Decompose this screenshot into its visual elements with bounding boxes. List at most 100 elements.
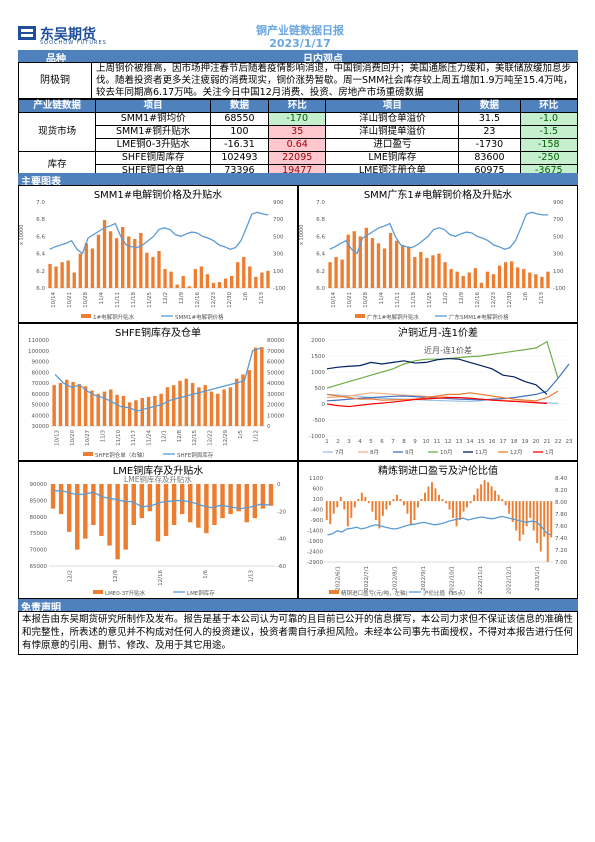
bar [467, 272, 471, 288]
bar [127, 402, 132, 426]
y-right-tick: -100 [273, 286, 286, 292]
x-tick: 10/21 [347, 292, 353, 308]
bar [419, 251, 423, 288]
bar [407, 246, 411, 288]
bar [203, 385, 207, 426]
x-tick: 1/13 [248, 570, 254, 583]
x-tick: 10 [423, 439, 430, 445]
y-left-tick: 6.2 [36, 269, 45, 275]
x-tick: 11/10 [116, 430, 122, 446]
y-left-tick: 7.0 [36, 200, 45, 206]
y-right-tick: -100 [553, 286, 566, 292]
bar [543, 501, 546, 537]
bar [388, 232, 393, 288]
x-tick: 20 [533, 439, 540, 445]
view-text: 上周铜价被推高，因市场押注春节后随着疫情影响消退，中国铜消费回升；美国通胀压力缓… [96, 63, 573, 98]
bar [139, 232, 143, 288]
bar [50, 484, 56, 509]
y-right-tick: -60 [277, 564, 286, 570]
bar [525, 501, 528, 527]
x-tick: 11/4 [99, 292, 105, 305]
bar [497, 265, 502, 288]
bar [364, 496, 367, 502]
bar [329, 501, 332, 525]
bar [77, 384, 82, 426]
bar [140, 398, 144, 426]
view-header-band: 品种 日内观点 [18, 50, 578, 65]
bar [479, 282, 484, 288]
chart2-svg: 7.0 6.8 6.6 6.4 6.2 6.0 900 700 500 300 100 -100 x 1… [299, 200, 566, 321]
bar [364, 227, 369, 288]
legend-label: 9月 [405, 449, 414, 456]
bar [406, 501, 409, 514]
bar [266, 270, 270, 288]
report-title: 铜产业链数据日报 [256, 24, 344, 37]
bar [163, 484, 169, 536]
x-tick: 1/6 [203, 570, 209, 579]
bar [340, 259, 344, 288]
y-left-tick: 80000 [32, 370, 50, 376]
x-tick: 18 [511, 439, 518, 445]
table-header-row: 产业链数据 项目 数据 环比 项目 数据 环比 [17, 99, 579, 113]
logo-en: SOOCHOW FUTURES [40, 40, 107, 46]
bar [399, 499, 402, 502]
bar [459, 501, 462, 520]
bar [178, 380, 182, 426]
table-row: LME铜0-3升贴水 -16.31 0.64 进口盈亏 -1730 -158 [19, 138, 579, 152]
bar [371, 501, 374, 512]
bar [236, 484, 241, 512]
bar [392, 499, 395, 502]
y-left-tick: -2400 [307, 550, 323, 556]
bar [325, 501, 328, 520]
x-tick: 1/13 [259, 292, 265, 305]
bar [254, 276, 258, 288]
bar [445, 501, 447, 504]
bar [532, 501, 535, 531]
y-left-tick: 65000 [30, 564, 48, 570]
y-right-tick: -20 [277, 509, 286, 515]
row-item: LME铜库存 [325, 151, 460, 165]
bar [438, 494, 440, 502]
x-tick: 17 [500, 439, 507, 445]
x-tick: 23 [566, 439, 573, 445]
bar [127, 236, 131, 288]
bar [223, 278, 228, 288]
chart5-svg: 90000 85000 80000 75000 70000 65000 0 -20 -40 -60… [30, 474, 287, 597]
table-row: SMM1#铜升贴水 100 35 洋山铜提单溢价 23 -1.5 [19, 125, 579, 139]
x-tick: 12/2 [443, 292, 449, 304]
x-tick: 2022/9/1 [421, 566, 427, 591]
legend-bar-label: LME0-3T升贴水 [105, 589, 146, 597]
x-tick: 12/15 [192, 430, 198, 446]
bar [242, 257, 246, 288]
x-tick: 1/12 [253, 430, 259, 442]
y-right-tick: 30000 [267, 392, 285, 398]
industry-data-table: 产业链数据 项目 数据 环比 项目 数据 环比 现货市场 SMM1#铜均价 68… [17, 99, 579, 178]
series-line [326, 363, 570, 402]
y-left-tick: 6.0 [316, 286, 325, 292]
bar [172, 385, 176, 426]
y-right-tick: 8.00 [555, 500, 568, 506]
bar [469, 501, 472, 504]
x-tick: 1/6 [523, 292, 529, 301]
bar [131, 484, 136, 525]
y-left-tick: -1400 [307, 529, 323, 535]
bar [485, 271, 490, 288]
bar [90, 248, 95, 288]
bar [480, 484, 483, 502]
bar [473, 494, 476, 502]
bar [78, 253, 82, 288]
bar [123, 484, 128, 550]
bar [434, 488, 437, 502]
y-left-tick: -2900 [307, 560, 323, 566]
bar [90, 390, 94, 426]
y-left-tick: -900 [311, 518, 324, 524]
x-tick: 12/23 [211, 292, 217, 308]
bar [402, 501, 405, 506]
x-tick: 2 [336, 439, 340, 445]
x-tick: 12/29 [223, 430, 229, 446]
bar [147, 484, 153, 512]
y-left-tick: 30000 [32, 424, 50, 430]
y-right-tick: 700 [273, 217, 284, 223]
bar [133, 238, 137, 288]
x-tick: 10/20 [70, 430, 76, 446]
